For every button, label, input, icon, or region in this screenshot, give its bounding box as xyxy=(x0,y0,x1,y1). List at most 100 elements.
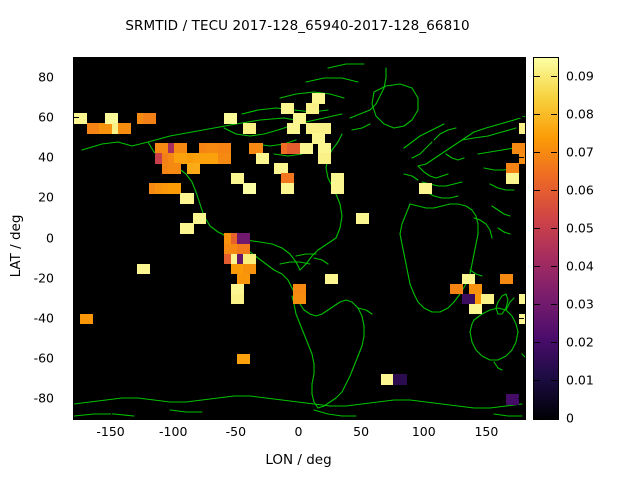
x-tick-mark xyxy=(298,412,300,418)
colorbar-gradient xyxy=(534,58,558,419)
colorbar-tick-mark xyxy=(534,304,540,305)
heatmap-cell xyxy=(293,283,307,295)
x-tick-mark xyxy=(423,412,425,418)
y-tick-mark xyxy=(73,277,79,279)
colorbar-tick-label: 0.09 xyxy=(566,68,594,84)
heatmap-cell xyxy=(518,123,525,134)
heatmap-cell xyxy=(236,243,250,255)
map-plot-area xyxy=(73,57,526,420)
heatmap-cell xyxy=(243,183,257,194)
heatmap-cell xyxy=(105,113,119,124)
colorbar-tick-label: 0.01 xyxy=(566,372,594,388)
colorbar-tick-mark xyxy=(534,76,540,77)
colorbar-tick-mark xyxy=(534,190,540,191)
heatmap-cell xyxy=(74,113,88,124)
x-tick-mark xyxy=(486,57,488,63)
heatmap-cell xyxy=(236,353,250,365)
x-tick-mark xyxy=(173,412,175,418)
y-tick-mark xyxy=(73,317,79,319)
x-tick-label: -100 xyxy=(159,424,188,439)
heatmap-cell xyxy=(243,263,257,275)
colorbar-tick-mark xyxy=(534,266,540,267)
heatmap-cell xyxy=(393,373,407,385)
y-tick-label: -40 xyxy=(33,310,54,326)
colorbar-tick-mark xyxy=(551,418,557,419)
x-tick-mark xyxy=(235,412,237,418)
heatmap-cell xyxy=(318,143,332,154)
x-tick-mark xyxy=(110,57,112,63)
heatmap-cell xyxy=(506,393,520,405)
heatmap-cell xyxy=(249,143,263,154)
heatmap-cell xyxy=(506,163,520,174)
x-tick-mark xyxy=(298,57,300,63)
heatmap-cell xyxy=(224,113,238,124)
heatmap-cell xyxy=(518,293,525,305)
y-tick-label: 20 xyxy=(38,189,54,205)
heatmap-cell xyxy=(286,143,301,154)
heatmap-cell xyxy=(236,273,250,285)
colorbar-tick-mark xyxy=(551,228,557,229)
plot-inner xyxy=(74,58,525,419)
heatmap-cell xyxy=(481,293,495,305)
heatmap-cell xyxy=(318,153,332,164)
x-tick-mark xyxy=(486,412,488,418)
heatmap-cell xyxy=(218,143,232,154)
y-tick-mark xyxy=(73,237,79,239)
heatmap-cell xyxy=(330,183,344,194)
colorbar-tick-label: 0.07 xyxy=(566,144,594,160)
heatmap-cell xyxy=(117,123,131,134)
heatmap-cell xyxy=(462,273,476,285)
y-tick-label: -80 xyxy=(33,390,54,406)
x-tick-mark xyxy=(110,412,112,418)
y-tick-label: -60 xyxy=(33,350,54,366)
heatmap-cell xyxy=(205,153,219,164)
x-axis-label: LON / deg xyxy=(265,452,332,468)
y-tick-mark xyxy=(518,277,524,279)
colorbar-tick-mark xyxy=(551,266,557,267)
x-tick-mark xyxy=(361,57,363,63)
heatmap-cell xyxy=(230,263,244,275)
y-tick-mark xyxy=(73,197,79,199)
heatmap-cell xyxy=(305,103,319,114)
heatmap-cell xyxy=(167,183,182,194)
heatmap-cell xyxy=(518,313,525,325)
heatmap-cell xyxy=(224,243,238,255)
heatmap-cell xyxy=(418,183,432,194)
x-tick-label: 0 xyxy=(294,424,303,439)
heatmap-cell xyxy=(293,293,307,305)
colorbar-tick-label: 0.02 xyxy=(566,334,594,350)
colorbar-tick-label: 0.08 xyxy=(566,106,594,122)
heatmap-cell xyxy=(512,143,525,154)
heatmap-cell xyxy=(499,273,514,285)
y-tick-label: 80 xyxy=(38,69,54,85)
y-tick-label: -20 xyxy=(33,270,54,286)
heatmap-cell xyxy=(255,153,269,164)
heatmap-cell xyxy=(230,283,244,295)
heatmap-cell xyxy=(99,123,113,134)
y-tick-mark xyxy=(518,77,524,79)
heatmap-cell xyxy=(243,123,257,134)
colorbar-tick-mark xyxy=(551,114,557,115)
heatmap-cell xyxy=(186,163,200,174)
colorbar-tick-mark xyxy=(534,380,540,381)
y-tick-mark xyxy=(518,117,524,119)
heatmap-cell xyxy=(230,173,244,184)
colorbar-tick-mark xyxy=(534,228,540,229)
colorbar-tick-label: 0.04 xyxy=(566,258,594,274)
heatmap-cell xyxy=(293,113,307,124)
colorbar-tick-mark xyxy=(551,152,557,153)
x-tick-label: -150 xyxy=(96,424,125,439)
y-tick-mark xyxy=(73,117,79,119)
heatmap-cell xyxy=(506,173,520,184)
heatmap-cell xyxy=(180,193,194,204)
heatmap-cell xyxy=(230,293,244,305)
heatmap-cell xyxy=(280,173,294,184)
heatmap-cell xyxy=(236,233,250,245)
x-tick-mark xyxy=(235,57,237,63)
colorbar-tick-label: 0.03 xyxy=(566,296,594,312)
heatmap-cell xyxy=(218,153,232,164)
colorbar-tick-label: 0.06 xyxy=(566,182,594,198)
y-tick-mark xyxy=(518,157,524,159)
y-axis-label: LAT / deg xyxy=(8,214,24,278)
